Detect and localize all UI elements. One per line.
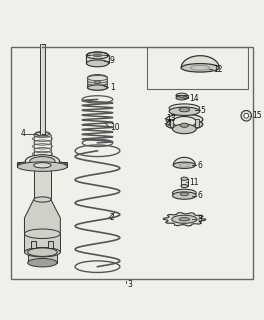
Ellipse shape [87,85,107,90]
Bar [172,122,196,129]
Text: 15: 15 [252,111,261,120]
Ellipse shape [87,80,107,85]
Text: 9: 9 [109,56,114,66]
Bar [25,234,60,252]
Ellipse shape [172,215,197,223]
Ellipse shape [180,123,188,127]
Bar [148,47,248,89]
Ellipse shape [34,163,51,168]
Bar [166,119,203,124]
Ellipse shape [166,114,203,125]
Ellipse shape [28,248,57,256]
Ellipse shape [86,60,109,67]
Ellipse shape [173,162,195,168]
Bar [195,119,199,127]
Ellipse shape [87,78,107,83]
Ellipse shape [35,132,50,136]
Bar [169,108,200,111]
Ellipse shape [87,85,107,90]
Polygon shape [163,212,205,226]
Bar [31,241,36,248]
Text: 6: 6 [197,161,202,170]
Text: 14: 14 [189,94,199,103]
Ellipse shape [25,247,60,257]
Ellipse shape [86,52,109,59]
Ellipse shape [181,185,188,188]
Bar [34,165,51,199]
Ellipse shape [25,155,59,168]
Ellipse shape [94,54,101,57]
Ellipse shape [176,93,187,98]
Text: 6: 6 [197,191,202,200]
Ellipse shape [30,156,55,166]
Ellipse shape [17,161,67,170]
Ellipse shape [172,192,196,199]
Text: 12: 12 [213,65,222,74]
Ellipse shape [179,218,190,221]
Ellipse shape [87,75,107,81]
Ellipse shape [94,81,101,84]
Ellipse shape [169,107,200,116]
Ellipse shape [176,96,187,100]
Text: 4: 4 [21,129,25,138]
Text: 11: 11 [189,178,199,187]
Bar [170,119,173,127]
Ellipse shape [181,64,219,72]
Polygon shape [173,157,195,165]
Bar [181,179,188,186]
Ellipse shape [34,197,51,202]
Bar [48,241,54,248]
Bar [176,95,187,98]
Text: 5: 5 [201,106,206,115]
Ellipse shape [241,110,252,121]
Text: 7: 7 [166,119,171,128]
Ellipse shape [17,162,67,171]
Text: 3: 3 [128,280,133,289]
Polygon shape [181,56,219,68]
Ellipse shape [179,108,190,112]
Ellipse shape [169,104,200,112]
Text: 10: 10 [110,123,119,132]
Bar [40,44,45,134]
Ellipse shape [172,116,196,127]
Ellipse shape [172,124,196,134]
Ellipse shape [28,259,57,267]
Text: 8: 8 [197,215,202,224]
Text: 2: 2 [110,213,115,222]
Ellipse shape [180,193,188,196]
Ellipse shape [172,189,196,196]
Polygon shape [25,199,60,234]
Ellipse shape [244,113,249,118]
Bar [11,47,253,278]
Bar [87,78,107,88]
Bar [17,162,67,167]
Bar [86,55,109,63]
Ellipse shape [179,95,184,98]
Text: 1: 1 [110,83,115,92]
Ellipse shape [87,76,107,81]
Ellipse shape [25,229,60,238]
Ellipse shape [166,119,203,130]
Ellipse shape [181,177,188,180]
Text: 13: 13 [166,114,176,123]
Bar [172,192,196,196]
Bar [28,252,57,263]
Ellipse shape [87,83,107,88]
